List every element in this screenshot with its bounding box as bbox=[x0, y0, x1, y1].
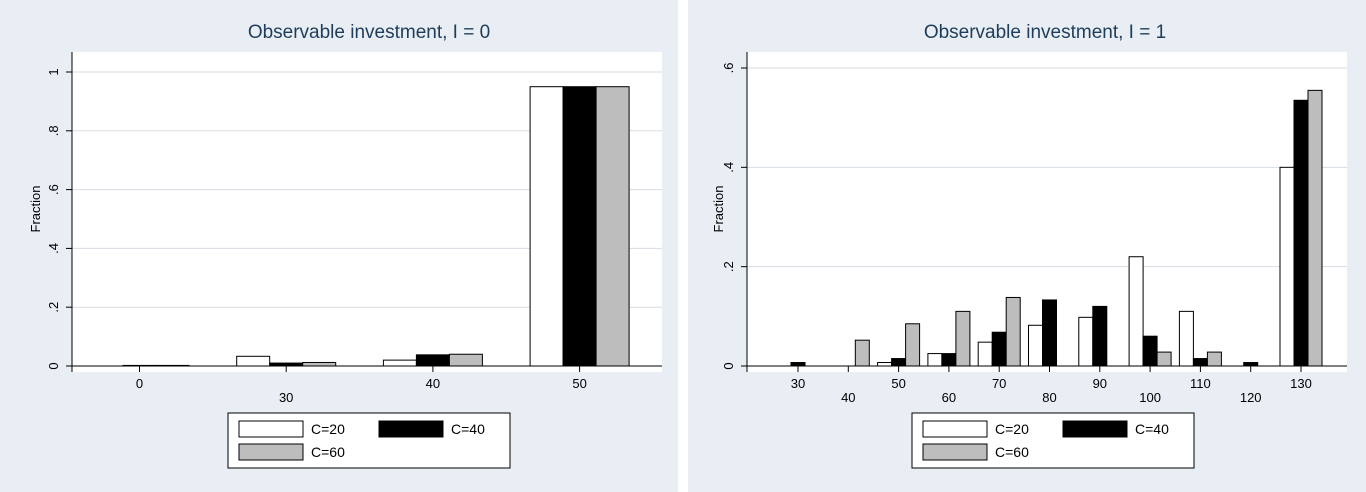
y-tick-label: .2 bbox=[46, 302, 61, 313]
bar-c40 bbox=[1142, 335, 1158, 367]
bar-c20 bbox=[1178, 310, 1194, 367]
legend-label-c60: C=60 bbox=[995, 444, 1029, 460]
x-tick-label: 120 bbox=[1240, 390, 1262, 405]
legend-swatch-c40 bbox=[1062, 420, 1128, 438]
bar-c40 bbox=[415, 354, 450, 367]
bar-c20 bbox=[877, 362, 893, 367]
panel-right-y-ticks: 0 .2 .4 .6 bbox=[721, 63, 747, 370]
bar-c20 bbox=[977, 341, 993, 367]
y-tick-label: .8 bbox=[46, 125, 61, 136]
legend-label-c20: C=20 bbox=[995, 421, 1029, 437]
bar-c40 bbox=[1092, 305, 1108, 367]
bar-c60 bbox=[905, 323, 921, 367]
x-tick-label: 40 bbox=[841, 390, 855, 405]
bar-c40 bbox=[1042, 299, 1057, 367]
bar-c40 bbox=[891, 358, 907, 367]
x-tick-label: 50 bbox=[891, 376, 905, 391]
panel-right-grid bbox=[747, 67, 1347, 268]
x-tick-label: 40 bbox=[426, 376, 440, 391]
bar-c40 bbox=[562, 86, 597, 367]
panel-left-legend: C=20 C=40 C=60 bbox=[227, 412, 511, 469]
panel-right-legend: C=20 C=40 C=60 bbox=[911, 412, 1195, 469]
panel-left-bars bbox=[122, 86, 630, 367]
y-tick-label: .6 bbox=[46, 184, 61, 195]
bar-c60 bbox=[1206, 351, 1222, 367]
bar-c60 bbox=[854, 339, 870, 367]
panel-right-bars bbox=[790, 89, 1323, 367]
x-tick-label: 80 bbox=[1042, 390, 1056, 405]
bar-c40 bbox=[1192, 358, 1208, 367]
legend-label-c40: C=40 bbox=[451, 421, 485, 437]
bar-c60 bbox=[448, 353, 483, 367]
y-tick-label: .4 bbox=[46, 243, 61, 254]
panel-left-y-ticks: 0 .2 .4 .6 .8 1 bbox=[46, 68, 72, 370]
bar-c40 bbox=[991, 331, 1007, 367]
legend-label-c60: C=60 bbox=[311, 444, 345, 460]
x-tick-label: 90 bbox=[1093, 376, 1107, 391]
bar-c40 bbox=[790, 362, 806, 367]
x-tick-label: 50 bbox=[572, 376, 586, 391]
bar-c60 bbox=[1005, 296, 1021, 367]
bar-c20 bbox=[1279, 166, 1295, 367]
bar-c40 bbox=[1243, 362, 1259, 367]
panel-right: Observable investment, I = 1 0 .2 .4 .6 30 4… bbox=[688, 0, 1366, 492]
y-tick-label: .4 bbox=[721, 162, 736, 173]
x-tick-label: 30 bbox=[279, 390, 293, 405]
bar-c20 bbox=[1128, 256, 1144, 367]
x-tick-label: 70 bbox=[992, 376, 1006, 391]
bar-c20 bbox=[382, 359, 417, 367]
bar-c60 bbox=[595, 86, 630, 367]
legend-swatch-c60 bbox=[922, 443, 988, 461]
bar-c60 bbox=[1156, 351, 1172, 367]
bar-c20 bbox=[236, 355, 271, 367]
panel-right-y-axis-label: Fraction bbox=[711, 186, 726, 233]
bar-c20 bbox=[529, 86, 564, 367]
x-tick-label: 60 bbox=[942, 390, 956, 405]
y-tick-label: 1 bbox=[46, 68, 61, 75]
legend-swatch-c20 bbox=[922, 420, 988, 438]
y-tick-label: 0 bbox=[721, 362, 736, 369]
bar-c60 bbox=[955, 310, 971, 367]
x-tick-label: 100 bbox=[1139, 390, 1161, 405]
y-tick-label: 0 bbox=[46, 362, 61, 369]
y-tick-label: .2 bbox=[721, 261, 736, 272]
panel-left-y-axis-label: Fraction bbox=[28, 186, 43, 233]
bar-c60 bbox=[302, 361, 337, 367]
y-tick-label: .6 bbox=[721, 63, 736, 74]
bar-c40 bbox=[1293, 99, 1309, 367]
x-tick-label: 0 bbox=[136, 376, 143, 391]
x-tick-label: 110 bbox=[1190, 376, 1211, 391]
legend-label-c20: C=20 bbox=[311, 421, 345, 437]
x-tick-label: 130 bbox=[1290, 376, 1312, 391]
legend-label-c40: C=40 bbox=[1135, 421, 1169, 437]
legend-swatch-c20 bbox=[238, 420, 304, 438]
legend-swatch-c40 bbox=[378, 420, 444, 438]
bar-c20 bbox=[1028, 324, 1043, 367]
bar-c20 bbox=[927, 353, 943, 367]
panel-right-x-ticks: 30 40 50 60 70 80 90 100 110 120 130 bbox=[791, 366, 1312, 405]
x-tick-label: 30 bbox=[791, 376, 805, 391]
panel-left-title: Observable investment, I = 0 bbox=[248, 22, 490, 43]
bar-c20 bbox=[1078, 316, 1094, 367]
panel-right-title: Observable investment, I = 1 bbox=[924, 22, 1166, 43]
legend-swatch-c60 bbox=[238, 443, 304, 461]
bar-c60 bbox=[1307, 89, 1323, 367]
bar-c40 bbox=[941, 353, 957, 367]
panel-left-x-ticks: 0 30 40 50 bbox=[136, 366, 587, 405]
panel-left: Observable investment, I = 0 0.2.4.6.81 … bbox=[0, 0, 678, 492]
